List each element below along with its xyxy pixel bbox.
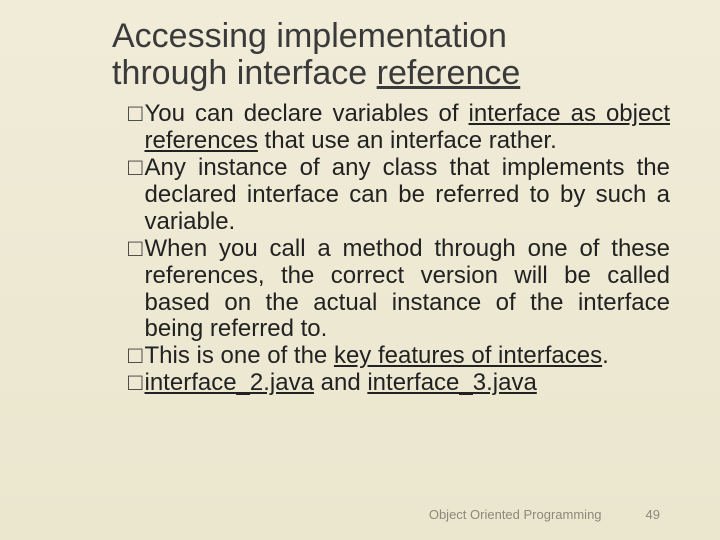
page-number: 49 [646,507,660,522]
slide-title: Accessing implementation through interfa… [112,18,670,91]
footer: Object Oriented Programming 49 [0,507,660,522]
bullet-item: □ When you call a method through one of … [128,236,670,344]
bullet-marker-icon: □ [128,370,143,397]
bullet-text: When you call a method through one of th… [145,236,671,344]
title-line-1: Accessing implementation [112,17,507,55]
bullet-item: □ Any instance of any class that impleme… [128,155,670,236]
bullet-marker-icon: □ [128,343,143,370]
bullet-marker-icon: □ [128,155,143,182]
bullet-text: You can declare variables of interface a… [145,101,671,155]
title-line-2a: through interface [112,54,377,92]
title-line-2b: reference [377,54,521,92]
bullet-text: interface_2.java and interface_3.java [145,370,671,397]
slide: Accessing implementation through interfa… [0,0,720,540]
bullet-item: □ interface_2.java and interface_3.java [128,370,670,397]
bullet-item: □ You can declare variables of interface… [128,101,670,155]
slide-body: □ You can declare variables of interface… [112,101,670,397]
bullet-text: This is one of the key features of inter… [145,343,671,370]
bullet-text: Any instance of any class that implement… [145,155,671,236]
bullet-marker-icon: □ [128,101,143,128]
footer-label: Object Oriented Programming [429,507,602,522]
bullet-item: □ This is one of the key features of int… [128,343,670,370]
bullet-marker-icon: □ [128,236,143,263]
